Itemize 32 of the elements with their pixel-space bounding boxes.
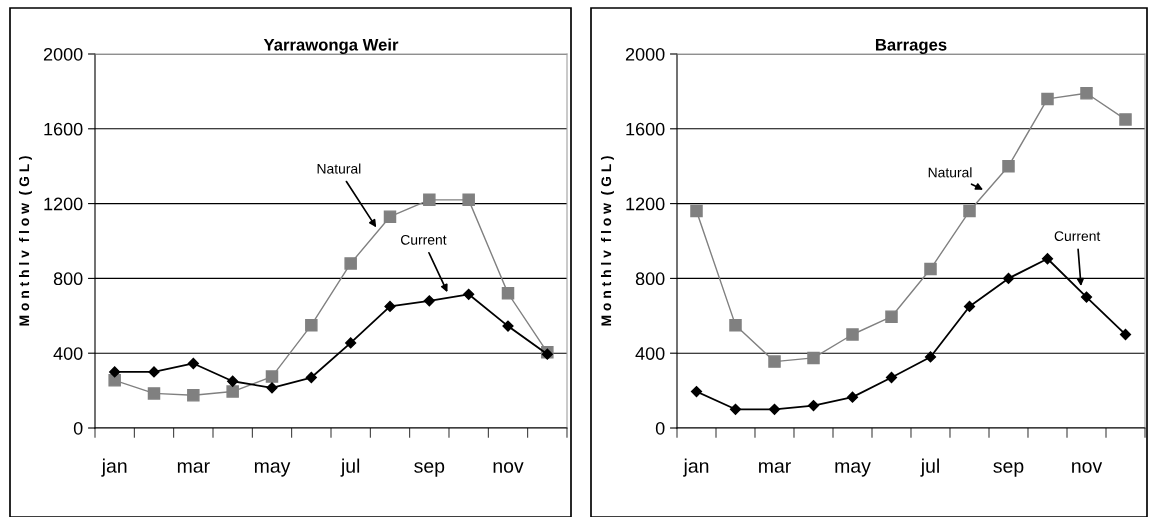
y-tick-label: 1200 [626, 197, 665, 211]
series-label: Natural [928, 167, 972, 178]
y-tick-label: 0 [73, 421, 83, 435]
x-tick-label: sep [414, 462, 445, 477]
chart-title: Barrages [875, 39, 947, 54]
x-tick-label: nov [1072, 462, 1103, 473]
y-axis-title: M o n t h l v f l o w ( G L ) [18, 156, 32, 326]
x-tick-label: jan [101, 458, 127, 477]
x-tick-label: jul [340, 458, 360, 477]
y-tick-label: 1600 [626, 122, 665, 136]
y-tick-label: 2000 [625, 47, 665, 61]
x-tick-label: mar [759, 462, 791, 473]
y-tick-label: 2000 [43, 47, 83, 61]
x-tick-label: may [254, 462, 291, 477]
x-tick-label: sep [993, 462, 1024, 477]
y-tick-label: 1600 [44, 122, 83, 136]
y-tick-label: 0 [655, 421, 665, 435]
y-axis-title: M o n t h l v f l o w ( G L ) [600, 156, 614, 326]
x-tick-label: mar [177, 462, 210, 473]
y-tick-label: 400 [635, 347, 665, 360]
text: Current [400, 234, 447, 245]
chart-title: Yarrawonga Weir [263, 38, 399, 54]
x-tick-label: jan [683, 458, 709, 477]
text: Natural [317, 163, 361, 174]
y-tick-label: 800 [635, 272, 665, 286]
y-tick-label: 400 [53, 347, 83, 360]
series-label: Current [1054, 231, 1101, 241]
x-tick-label: jul [920, 458, 939, 477]
x-tick-label: may [835, 462, 871, 477]
y-tick-label: 800 [53, 272, 83, 286]
y-tick-label: 1200 [44, 197, 83, 211]
x-tick-label: nov [493, 462, 524, 473]
